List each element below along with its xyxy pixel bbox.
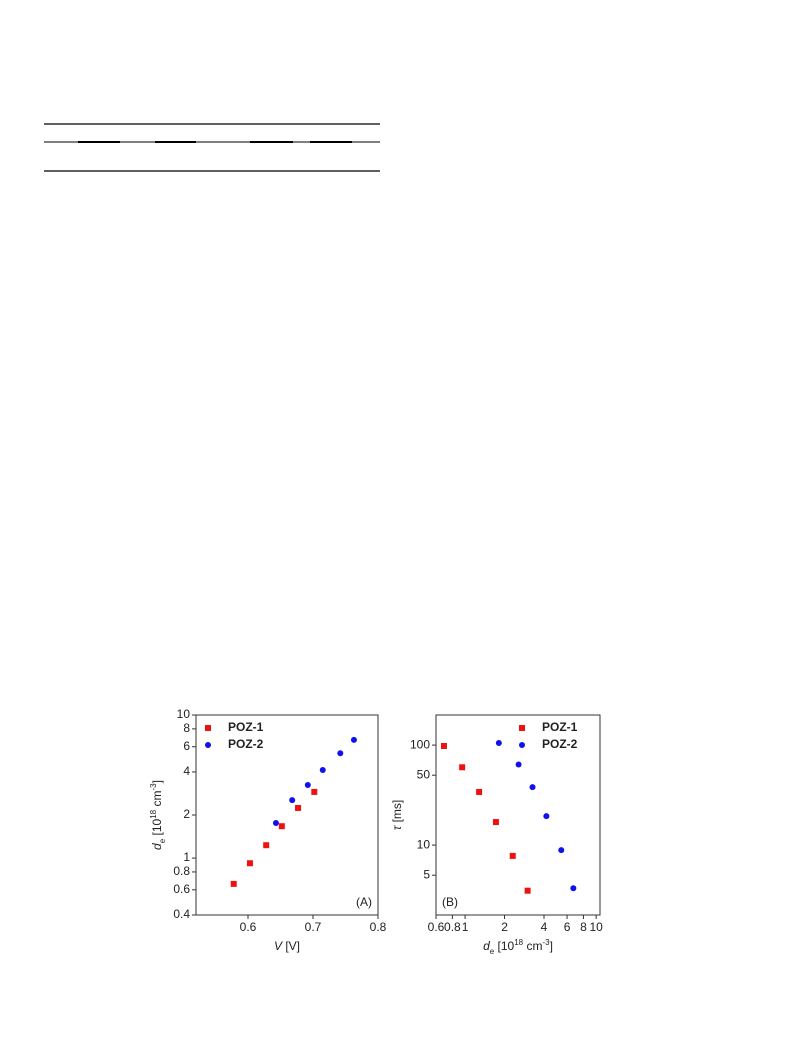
x-tick-label: 8 — [580, 920, 587, 934]
legend-label: POZ-2 — [542, 737, 578, 751]
x-tick-label: 0.8 — [444, 920, 461, 934]
point — [515, 761, 522, 768]
y-tick-label: 6 — [183, 739, 190, 753]
legend-label: POZ-2 — [228, 737, 264, 751]
y-tick-label: 1 — [183, 850, 190, 864]
point — [246, 860, 253, 867]
point — [558, 847, 565, 854]
x-axis-label-part: V — [274, 939, 283, 953]
y-tick-label: 10 — [177, 707, 191, 721]
x-axis-label-part: 18 — [514, 938, 523, 947]
x-tick-label: 0.6 — [428, 920, 445, 934]
x-tick-label: 2 — [501, 920, 508, 934]
y-tick-label: 100 — [410, 737, 430, 751]
x-tick-label: 10 — [589, 920, 603, 934]
legend-marker — [519, 725, 525, 731]
x-axis-label-part: [V] — [282, 939, 300, 953]
x-axis-label-part: cm — [523, 939, 542, 953]
point — [492, 819, 499, 826]
y-axis-label-part: τ — [390, 824, 404, 830]
y-tick-label: 8 — [183, 721, 190, 735]
point — [230, 880, 237, 887]
point — [272, 819, 279, 826]
y-axis-label-part: ] — [150, 780, 164, 783]
x-tick-label: 0.8 — [370, 920, 387, 934]
x-axis-label-part: e — [490, 947, 495, 956]
y-tick-label: 0.6 — [173, 882, 190, 896]
legend-label: POZ-1 — [542, 720, 578, 734]
y-tick-label: 10 — [417, 837, 431, 851]
point — [337, 750, 344, 757]
point — [319, 766, 326, 773]
point — [311, 788, 318, 795]
point — [529, 784, 536, 791]
x-tick-label: 0.6 — [240, 920, 257, 934]
y-axis-label-part: e — [158, 838, 167, 843]
point — [304, 782, 311, 789]
legend-marker — [205, 725, 211, 731]
point — [570, 885, 577, 892]
point — [524, 887, 531, 894]
plot-frame — [195, 714, 379, 916]
y-axis-label-part: cm — [150, 791, 164, 810]
point — [459, 764, 466, 771]
point — [263, 842, 270, 849]
y-axis-label-part: -3 — [149, 783, 158, 791]
x-axis-label: de [1018 cm-3] — [483, 938, 553, 956]
y-tick-label: 2 — [183, 807, 190, 821]
legend-label: POZ-1 — [228, 720, 264, 734]
x-axis-label-part: [10 — [494, 939, 514, 953]
point — [278, 823, 285, 830]
point — [440, 742, 447, 749]
y-axis-label-part: [10 — [150, 818, 164, 838]
plot-frame — [435, 714, 601, 916]
point — [495, 739, 502, 746]
y-axis-label-part: 18 — [149, 809, 158, 818]
point — [543, 813, 550, 820]
panel-label: (A) — [356, 895, 372, 909]
panel-label: (B) — [442, 895, 458, 909]
y-tick-label: 0.4 — [173, 907, 190, 921]
point — [289, 797, 296, 804]
y-axis-label: de [1018 cm-3] — [149, 780, 167, 850]
y-axis-label-part: d — [150, 843, 164, 850]
point — [509, 852, 516, 859]
x-axis-label: V [V] — [274, 939, 300, 953]
y-axis-label: τ [ms] — [390, 800, 404, 831]
legend-marker — [519, 742, 525, 748]
x-tick-label: 6 — [564, 920, 571, 934]
x-axis-label-part: d — [483, 939, 490, 953]
point — [476, 788, 483, 795]
x-axis-label-part: ] — [550, 939, 553, 953]
legend-marker — [205, 742, 211, 748]
x-tick-label: 4 — [541, 920, 548, 934]
y-axis-label-part: [ms] — [390, 800, 404, 826]
y-tick-label: 50 — [417, 767, 431, 781]
y-tick-label: 0.8 — [173, 864, 190, 878]
x-tick-label: 0.7 — [305, 920, 322, 934]
x-axis-label-part: -3 — [542, 938, 550, 947]
point — [295, 804, 302, 811]
y-tick-label: 5 — [423, 867, 430, 881]
y-tick-label: 4 — [183, 764, 190, 778]
x-tick-label: 1 — [462, 920, 469, 934]
point — [350, 736, 357, 743]
